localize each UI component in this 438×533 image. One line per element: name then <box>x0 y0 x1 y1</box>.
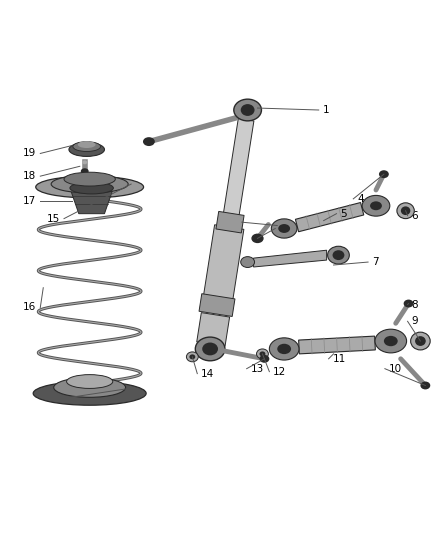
Text: 4: 4 <box>357 194 364 204</box>
Polygon shape <box>295 203 364 232</box>
Text: 2: 2 <box>281 221 288 231</box>
Ellipse shape <box>187 352 198 362</box>
Polygon shape <box>299 336 375 354</box>
Polygon shape <box>216 212 244 233</box>
Ellipse shape <box>328 246 350 264</box>
Ellipse shape <box>404 300 413 308</box>
Polygon shape <box>254 250 327 267</box>
Ellipse shape <box>81 168 88 174</box>
Polygon shape <box>197 313 230 346</box>
Ellipse shape <box>397 203 414 219</box>
Ellipse shape <box>78 141 95 148</box>
Ellipse shape <box>234 99 261 121</box>
Text: 13: 13 <box>251 364 264 374</box>
Ellipse shape <box>420 382 430 390</box>
Text: 15: 15 <box>47 214 60 224</box>
Text: 11: 11 <box>332 354 346 364</box>
Polygon shape <box>202 225 244 308</box>
Ellipse shape <box>54 377 126 397</box>
Ellipse shape <box>362 196 390 216</box>
Ellipse shape <box>51 175 128 193</box>
Ellipse shape <box>379 170 389 178</box>
Text: 5: 5 <box>340 209 347 219</box>
Ellipse shape <box>82 160 87 164</box>
Polygon shape <box>199 294 235 317</box>
Text: 19: 19 <box>23 149 36 158</box>
Text: 15: 15 <box>47 393 60 403</box>
Text: 14: 14 <box>201 369 215 378</box>
Ellipse shape <box>252 235 263 243</box>
Ellipse shape <box>257 349 268 359</box>
Text: 12: 12 <box>273 367 286 377</box>
Ellipse shape <box>370 201 382 210</box>
Ellipse shape <box>271 219 297 238</box>
Ellipse shape <box>143 137 155 146</box>
Ellipse shape <box>69 143 105 156</box>
Ellipse shape <box>384 336 398 346</box>
Ellipse shape <box>241 104 254 116</box>
Ellipse shape <box>36 176 144 198</box>
Text: 6: 6 <box>412 211 418 221</box>
Polygon shape <box>222 118 254 228</box>
Ellipse shape <box>259 355 269 363</box>
Text: 17: 17 <box>23 196 36 206</box>
Polygon shape <box>70 188 113 214</box>
Ellipse shape <box>401 206 410 215</box>
Ellipse shape <box>375 329 406 353</box>
Text: 16: 16 <box>23 302 36 312</box>
Ellipse shape <box>415 336 426 346</box>
Ellipse shape <box>64 172 115 186</box>
Ellipse shape <box>195 337 225 361</box>
Text: 9: 9 <box>412 316 418 326</box>
Ellipse shape <box>202 343 218 356</box>
Ellipse shape <box>332 250 344 260</box>
Ellipse shape <box>70 182 113 194</box>
Ellipse shape <box>33 382 146 405</box>
Ellipse shape <box>73 142 101 151</box>
Ellipse shape <box>259 351 265 357</box>
Ellipse shape <box>278 224 290 233</box>
Ellipse shape <box>67 375 113 389</box>
Ellipse shape <box>277 344 291 354</box>
Text: 8: 8 <box>412 300 418 310</box>
Ellipse shape <box>269 338 299 360</box>
Text: 7: 7 <box>372 257 379 267</box>
Ellipse shape <box>241 256 254 268</box>
Text: 3: 3 <box>279 223 286 233</box>
Text: 10: 10 <box>389 364 402 374</box>
Text: 1: 1 <box>323 105 329 115</box>
Text: 18: 18 <box>23 171 36 181</box>
Ellipse shape <box>189 354 195 359</box>
Ellipse shape <box>411 332 430 350</box>
